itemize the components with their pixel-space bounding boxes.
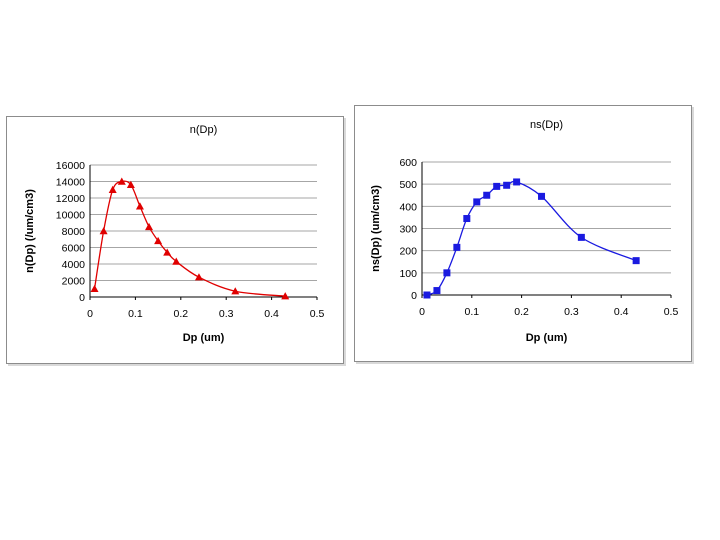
- chart-n-xtick-label: 0.5: [310, 308, 325, 320]
- chart-n-xtick-label: 0.1: [128, 308, 143, 320]
- chart-n-data-point: [108, 185, 117, 193]
- chart-n-xtick-label: 0: [87, 308, 93, 320]
- chart-ns-xtick-label: 0.4: [614, 306, 629, 318]
- chart-ns-xtick-label: 0.1: [464, 306, 479, 318]
- chart-n-data-point: [99, 227, 108, 235]
- chart-ns-ytick-label: 0: [411, 290, 417, 302]
- chart-ns-data-point: [443, 269, 451, 277]
- chart-n-x-axis-label: Dp (um): [183, 332, 225, 344]
- chart-n-data-point: [281, 292, 290, 300]
- chart-ns-data-point: [538, 192, 546, 200]
- chart-n-data-point: [172, 257, 181, 265]
- chart-ns-data-point: [453, 243, 461, 251]
- chart-ns-data-point: [423, 291, 431, 299]
- chart-n-y-axis-label: n(Dp) (/um/cm3): [24, 189, 36, 273]
- chart-n-ytick-label: 14000: [56, 177, 85, 189]
- chart-ns-data-point: [493, 182, 501, 190]
- chart-ns-y-axis-label: ns(Dp) (um/cm3): [370, 185, 382, 272]
- chart-n-data-point: [126, 180, 135, 188]
- chart-n-ytick-label: 16000: [56, 160, 85, 172]
- chart-ns-xtick-label: 0.3: [564, 306, 579, 318]
- chart-n-svg: n(Dp) 0 2000 4000 6000 8000 10000 12000 14000 160…: [24, 124, 325, 344]
- chart-ns-data-point: [473, 198, 481, 206]
- chart-n-ytick-label: 2000: [62, 276, 86, 288]
- chart-panel-n: n(Dp) 0 2000 4000 6000 8000 10000 12000 14000 160…: [6, 116, 344, 364]
- chart-n-data-point: [231, 287, 240, 295]
- chart-n-data-point: [163, 248, 172, 256]
- chart-n-ytick-label: 10000: [56, 210, 85, 222]
- chart-ns-data-point: [503, 181, 511, 189]
- chart-ns-data-point: [577, 233, 585, 241]
- chart-ns-data-point: [513, 178, 521, 186]
- chart-ns-ytick-label: 600: [399, 157, 417, 169]
- chart-ns-ytick-label: 300: [399, 224, 417, 236]
- chart-n-data-point: [145, 222, 154, 231]
- chart-ns-ytick-label: 500: [399, 179, 417, 191]
- chart-n-data-point: [194, 273, 203, 281]
- chart-n-ytick-label: 4000: [62, 259, 86, 271]
- chart-ns-x-axis-label: Dp (um): [526, 332, 568, 344]
- chart-ns-series-line: [426, 180, 637, 296]
- chart-n-xtick-label: 0.2: [173, 308, 188, 320]
- chart-n-data-point: [117, 177, 126, 185]
- chart-n-data-point: [154, 236, 163, 245]
- chart-panel-ns: ns(Dp) 0 100 200 300 400 500 600 0 0.1 0.2 0.3 0.4 0.…: [354, 105, 692, 362]
- chart-n-xtick-label: 0.4: [264, 308, 279, 320]
- chart-ns-ytick-label: 200: [399, 246, 417, 258]
- chart-n-data-point: [90, 284, 99, 292]
- chart-ns-data-point: [632, 257, 640, 265]
- chart-ns-xtick-label: 0: [419, 306, 425, 318]
- chart-ns-xtick-label: 0.5: [664, 306, 679, 318]
- chart-ns-data-point: [433, 287, 441, 295]
- chart-ns-svg: ns(Dp) 0 100 200 300 400 500 600 0 0.1 0.2 0.3 0.4 0.…: [370, 119, 679, 344]
- chart-n-xtick-label: 0.3: [219, 308, 234, 320]
- chart-ns-data-point: [483, 191, 491, 199]
- chart-ns-ytick-label: 400: [399, 201, 417, 213]
- chart-ns-ytick-label: 100: [399, 268, 417, 280]
- chart-n-ytick-label: 8000: [62, 226, 86, 238]
- chart-n-data-point: [135, 202, 144, 210]
- chart-ns-title: ns(Dp): [530, 119, 563, 131]
- chart-n-title: n(Dp): [190, 124, 218, 136]
- chart-ns-xtick-label: 0.2: [514, 306, 529, 318]
- chart-n-ytick-label: 6000: [62, 243, 86, 255]
- chart-n-ytick-label: 0: [79, 292, 85, 304]
- chart-n-ytick-label: 12000: [56, 193, 85, 205]
- chart-ns-data-point: [463, 215, 471, 223]
